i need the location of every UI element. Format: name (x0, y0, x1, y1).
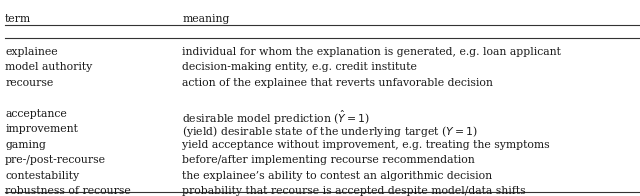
Text: recourse: recourse (5, 78, 53, 88)
Text: explainee: explainee (5, 47, 58, 57)
Text: acceptance: acceptance (5, 109, 67, 119)
Text: term: term (5, 14, 31, 24)
Text: decision-making entity, e.g. credit institute: decision-making entity, e.g. credit inst… (182, 62, 417, 72)
Text: gaming: gaming (5, 140, 46, 150)
Text: (yield) desirable state of the underlying target ($Y = 1$): (yield) desirable state of the underlyin… (182, 124, 478, 139)
Text: pre-/post-recourse: pre-/post-recourse (5, 155, 106, 165)
Text: yield acceptance without improvement, e.g. treating the symptoms: yield acceptance without improvement, e.… (182, 140, 550, 150)
Text: the explainee’s ability to contest an algorithmic decision: the explainee’s ability to contest an al… (182, 171, 493, 181)
Text: contestability: contestability (5, 171, 79, 181)
Text: desirable model prediction ($\hat{Y} = 1$): desirable model prediction ($\hat{Y} = 1… (182, 109, 371, 127)
Text: robustness of recourse: robustness of recourse (5, 186, 131, 196)
Text: probability that recourse is accepted despite model/data shifts: probability that recourse is accepted de… (182, 186, 526, 196)
Text: action of the explainee that reverts unfavorable decision: action of the explainee that reverts unf… (182, 78, 493, 88)
Text: meaning: meaning (182, 14, 230, 24)
Text: before/after implementing recourse recommendation: before/after implementing recourse recom… (182, 155, 475, 165)
Text: individual for whom the explanation is generated, e.g. loan applicant: individual for whom the explanation is g… (182, 47, 561, 57)
Text: model authority: model authority (5, 62, 92, 72)
Text: improvement: improvement (5, 124, 78, 134)
